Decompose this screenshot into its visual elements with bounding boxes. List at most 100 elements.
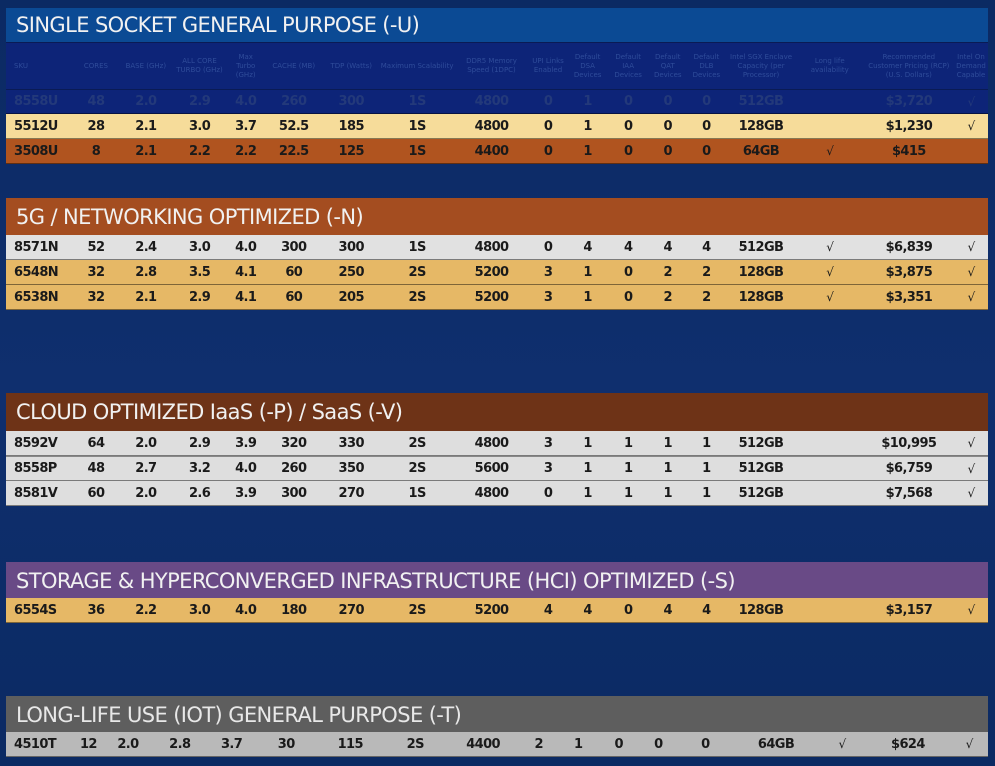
cell: 4 <box>663 602 673 618</box>
section-title: 5G / NETWORKING OPTIMIZED (-N) <box>6 198 988 235</box>
cell: 0 <box>543 143 553 159</box>
column-header: Recommended Customer Pricing (RCP) (U.S.… <box>868 52 950 79</box>
cell: 0 <box>623 118 633 134</box>
cell: 0 <box>701 736 710 752</box>
cell: 1S <box>408 485 427 501</box>
cell: 0 <box>663 94 673 109</box>
cell: 60 <box>285 289 303 305</box>
section-title: SINGLE SOCKET GENERAL PURPOSE (-U) <box>6 8 988 42</box>
column-header: ALL CORE TURBO (GHz) <box>176 57 223 74</box>
cell: 60 <box>87 485 106 501</box>
cell: 1S <box>408 118 427 134</box>
section-networking: 5G / NETWORKING OPTIMIZED (-N) 8571N 52 … <box>6 198 988 310</box>
cell: 1 <box>574 736 583 752</box>
cell: 4 <box>663 239 673 255</box>
section-storage-hci: STORAGE & HYPERCONVERGED INFRASTRUCTURE … <box>6 562 988 623</box>
cell: 300 <box>338 94 365 109</box>
table-row: 8571N 52 2.4 3.0 4.0 300 300 1S 4800 0 4… <box>6 235 988 260</box>
cell: 0 <box>663 118 673 134</box>
cell: 1 <box>623 485 633 501</box>
cell: 2 <box>663 264 673 280</box>
cell: 512GB <box>738 485 784 501</box>
cell: 32 <box>87 264 106 280</box>
cell: 0 <box>543 485 553 501</box>
check-icon: √ <box>826 290 834 304</box>
column-header: CACHE (MB) <box>272 61 316 70</box>
cell: 1 <box>583 94 592 109</box>
cell-sku: 8558P <box>14 461 57 476</box>
check-icon: √ <box>967 119 976 133</box>
cell: 0 <box>702 118 711 134</box>
check-icon: √ <box>838 737 846 751</box>
cell: 180 <box>281 602 307 618</box>
cell: 0 <box>623 289 633 305</box>
cell-sku: 8571N <box>14 239 59 255</box>
cell: 1 <box>702 485 711 501</box>
cell: 4.0 <box>235 461 257 476</box>
cell: 0 <box>702 94 711 109</box>
cell: 2.2 <box>235 143 257 159</box>
cell: 300 <box>281 485 307 501</box>
table-row: 6548N 32 2.8 3.5 4.1 60 250 2S 5200 3 1 … <box>6 260 988 285</box>
cell: 300 <box>281 239 307 255</box>
cell-sku: 8581V <box>14 485 58 501</box>
cell: 4.1 <box>235 289 257 305</box>
cell-sku: 6538N <box>14 289 59 305</box>
cell: 115 <box>337 736 364 752</box>
cell: 2.0 <box>135 435 157 451</box>
section-single-socket: SINGLE SOCKET GENERAL PURPOSE (-U) SKU C… <box>6 8 988 164</box>
cell: 128GB <box>738 602 784 618</box>
cell-price: $415 <box>891 143 926 159</box>
cell: 60 <box>285 264 303 280</box>
cell: 5600 <box>474 461 509 476</box>
cell-sku: 8592V <box>14 435 58 451</box>
check-icon: √ <box>967 603 976 617</box>
cell: 2.9 <box>188 435 211 451</box>
cell: 52.5 <box>278 118 309 134</box>
cell-sku: 8558U <box>14 94 58 109</box>
cell-price: $624 <box>891 736 925 752</box>
cell-price: $6,759 <box>885 461 933 476</box>
column-header: TDP (Watts) <box>330 61 372 70</box>
column-header: UPI Links Enabled <box>532 57 564 74</box>
cell: 4800 <box>474 435 509 451</box>
cell: 512GB <box>738 239 784 255</box>
cell: 3.9 <box>235 435 257 451</box>
cell: 2S <box>408 435 427 451</box>
cell: 2S <box>406 736 425 752</box>
cell: 1S <box>408 239 427 255</box>
cell: 36 <box>87 602 106 618</box>
cell: 4 <box>623 239 633 255</box>
column-header: BASE (GHz) <box>125 61 167 70</box>
cell: 3.0 <box>188 118 211 134</box>
column-header: Default QAT Devices <box>653 52 682 79</box>
cell: 0 <box>543 239 553 255</box>
cell: 1 <box>663 461 673 476</box>
table-row: 8592V 64 2.0 2.9 3.9 320 330 2S 4800 3 1… <box>6 431 988 456</box>
column-header: SKU <box>14 61 28 70</box>
cell: 4.0 <box>235 94 257 109</box>
cell: 3.9 <box>235 485 257 501</box>
cell: 2S <box>408 461 427 476</box>
cell-sku: 5512U <box>14 118 58 134</box>
cell: 1 <box>702 461 711 476</box>
check-icon: √ <box>967 436 976 450</box>
cell: 2.4 <box>135 239 157 255</box>
cell: 3.7 <box>220 736 243 752</box>
cell: 4800 <box>474 94 509 109</box>
cell: 32 <box>87 289 106 305</box>
cell-sku: 4510T <box>14 736 57 752</box>
cell: 4400 <box>466 736 500 752</box>
cell-price: $7,568 <box>885 485 933 501</box>
cell: 1 <box>583 264 592 280</box>
cell: 260 <box>281 461 307 476</box>
cell: 1S <box>408 94 427 109</box>
section-title: LONG-LIFE USE (IOT) GENERAL PURPOSE (-T) <box>6 696 988 732</box>
cell-price: $6,839 <box>885 239 933 255</box>
cell: 3.0 <box>188 602 211 618</box>
cell: 48 <box>87 94 106 109</box>
cell: 3.0 <box>188 239 211 255</box>
cell: 1 <box>583 435 592 451</box>
cell: 4800 <box>474 485 509 501</box>
cell: 4.1 <box>235 264 257 280</box>
